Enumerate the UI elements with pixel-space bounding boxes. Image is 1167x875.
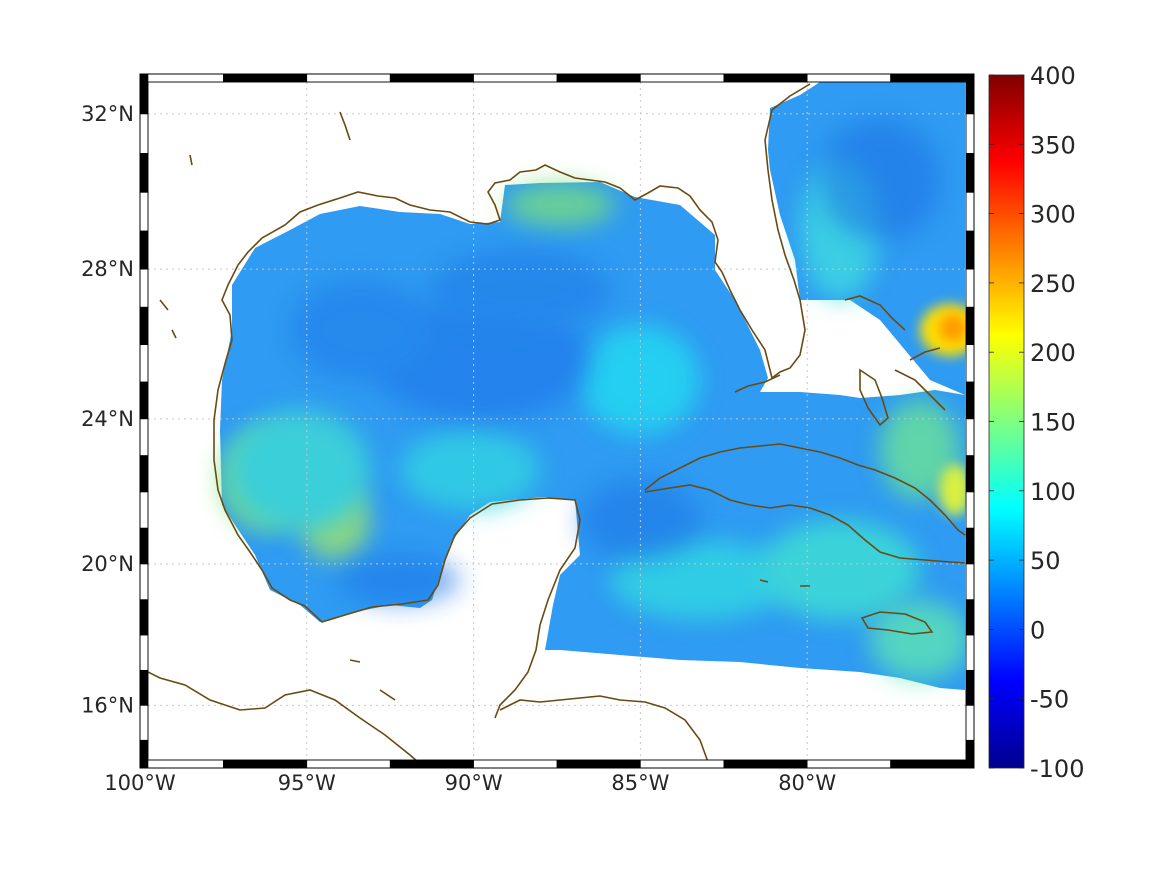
frame-segment <box>965 599 975 636</box>
frame-segment <box>473 73 558 83</box>
colorbar-tick-label: 200 <box>1030 339 1076 367</box>
colorbar-gradient <box>988 74 1025 769</box>
frame-segment <box>223 759 308 769</box>
coastlines <box>148 83 966 762</box>
lat-tick-label: 32°N <box>81 102 134 126</box>
frame-segment <box>965 344 975 383</box>
lat-tick-label: 28°N <box>81 257 134 281</box>
colorbar-tick-label: 250 <box>1030 270 1076 298</box>
lat-tick-label: 24°N <box>81 407 134 431</box>
frame-segment <box>965 268 975 308</box>
frame-segment <box>139 705 149 741</box>
lon-tick-label: 95°W <box>278 771 336 795</box>
colorbar-tick-label: 100 <box>1030 478 1076 506</box>
frame-segment <box>139 739 149 769</box>
colorbar-tick-label: -100 <box>1030 755 1084 783</box>
coastline-central-america <box>148 671 420 762</box>
frame-segment <box>139 113 149 154</box>
frame-segment <box>139 599 149 636</box>
lon-tick-label: 100°W <box>104 771 176 795</box>
frame-segment <box>965 113 975 154</box>
frame-segment <box>965 73 975 115</box>
frame-segment <box>556 759 641 769</box>
colorbar-tick-label: -50 <box>1030 686 1069 714</box>
frame-segment <box>139 418 149 456</box>
frame-segment <box>389 759 474 769</box>
coastline-islands <box>159 111 810 701</box>
frame-segment <box>139 634 149 671</box>
colorbar-tick-label: 300 <box>1030 201 1076 229</box>
map-frame <box>139 73 975 769</box>
frame-segment <box>640 73 725 83</box>
frame-segment <box>965 230 975 270</box>
colorbar-ticks: 400 350 300 250 200 150 100 50 0 -50 -100 <box>989 62 1084 783</box>
frame-segment <box>139 73 224 83</box>
coastline-louisiana <box>317 83 811 380</box>
coastline-honduras <box>499 695 709 762</box>
colorbar-tick-label: 50 <box>1030 547 1061 575</box>
frame-segment <box>139 306 149 345</box>
frame-segment <box>139 152 149 193</box>
coastline-florida-keys <box>734 374 781 393</box>
frame-segment <box>139 491 149 529</box>
lon-tick-label: 80°W <box>778 771 836 795</box>
frame-segment <box>965 634 975 671</box>
frame-segment <box>306 73 391 83</box>
lat-tick-label: 16°N <box>81 693 134 717</box>
colorbar-tick-label: 350 <box>1030 131 1076 159</box>
frame-segment <box>965 152 975 193</box>
frame-segment <box>806 73 891 83</box>
frame-segment <box>723 73 808 83</box>
frame-segment <box>965 381 975 420</box>
coastline-mexico-texas <box>213 204 581 719</box>
frame-segment <box>965 739 975 769</box>
colorbar-tick-label: 150 <box>1030 409 1076 437</box>
frame-segment <box>965 491 975 529</box>
frame-segment <box>139 669 149 706</box>
frame-segment <box>139 344 149 383</box>
frame-segment <box>640 759 725 769</box>
frame-segment <box>139 192 149 232</box>
frame-segment <box>890 73 975 83</box>
colorbar: 400 350 300 250 200 150 100 50 0 -50 -100 <box>988 62 1084 783</box>
frame-segment <box>806 759 891 769</box>
frame-segment <box>139 381 149 420</box>
latitude-tick-labels: 32°N 28°N 24°N 20°N 16°N <box>81 102 134 717</box>
lon-tick-label: 90°W <box>445 771 503 795</box>
frame-segment <box>965 455 975 493</box>
frame-segment <box>965 306 975 345</box>
coastline-cuba <box>644 443 966 564</box>
frame-segment <box>473 759 558 769</box>
lon-tick-label: 85°W <box>611 771 669 795</box>
frame-segment <box>139 230 149 270</box>
frame-segment <box>965 192 975 232</box>
frame-segment <box>223 73 308 83</box>
longitude-tick-labels: 100°W 95°W 90°W 85°W 80°W <box>104 771 836 795</box>
frame-segment <box>723 759 808 769</box>
frame-segment <box>389 73 474 83</box>
frame-segment <box>965 705 975 741</box>
frame-segment <box>139 527 149 565</box>
frame-segment <box>890 759 975 769</box>
frame-border <box>139 73 975 769</box>
colorbar-tick-label: 400 <box>1030 62 1076 90</box>
frame-segment <box>965 669 975 706</box>
frame-inner-border <box>147 81 967 761</box>
frame-segment <box>139 268 149 308</box>
frame-segment <box>965 418 975 456</box>
frame-segment <box>139 759 224 769</box>
frame-segment <box>139 73 149 115</box>
lat-tick-label: 20°N <box>81 552 134 576</box>
coastline-bahamas <box>844 295 946 427</box>
frame-segment <box>306 759 391 769</box>
coastline-jamaica <box>860 611 934 635</box>
frame-segment <box>556 73 641 83</box>
data-field <box>220 82 966 690</box>
frame-segment <box>965 527 975 565</box>
frame-segment <box>965 563 975 600</box>
colorbar-tick-label: 0 <box>1030 616 1045 644</box>
frame-segment <box>139 563 149 600</box>
frame-segment <box>139 455 149 493</box>
